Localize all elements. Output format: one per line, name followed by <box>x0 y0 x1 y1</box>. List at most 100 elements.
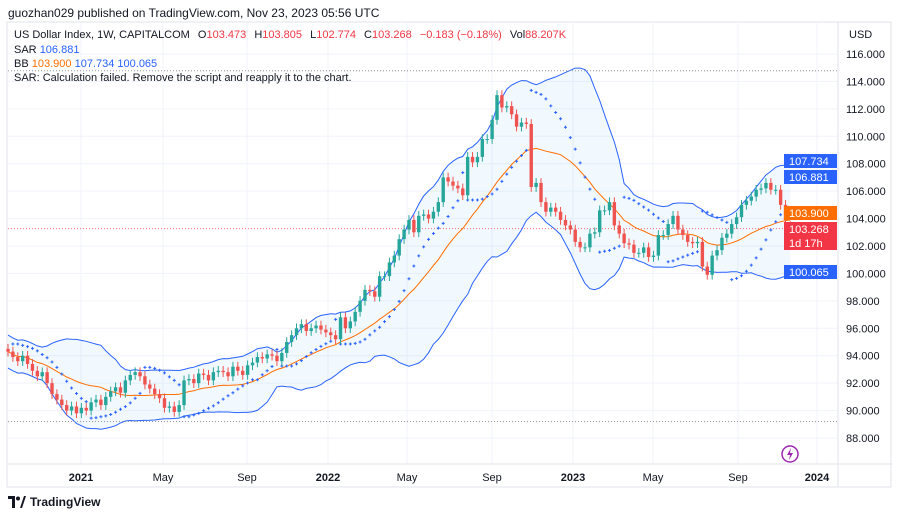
candle-body[interactable] <box>162 398 167 408</box>
candle-body[interactable] <box>686 235 690 242</box>
candle-body[interactable] <box>764 182 768 189</box>
candle-body[interactable] <box>280 352 284 362</box>
price-tag[interactable] <box>784 265 837 279</box>
candle-body[interactable] <box>40 372 44 377</box>
candle-body[interactable] <box>583 247 587 249</box>
candle-body[interactable] <box>89 402 93 411</box>
candle-body[interactable] <box>285 341 289 353</box>
candle-body[interactable] <box>451 181 455 186</box>
candle-body[interactable] <box>275 355 279 362</box>
candle-body[interactable] <box>544 202 548 212</box>
candle-body[interactable] <box>329 332 333 336</box>
candle-body[interactable] <box>627 243 631 245</box>
candle-body[interactable] <box>55 394 59 400</box>
candle-body[interactable] <box>182 380 186 406</box>
candle-body[interactable] <box>666 224 670 236</box>
candle-body[interactable] <box>661 235 665 237</box>
candle-body[interactable] <box>373 291 377 297</box>
candle-body[interactable] <box>553 207 558 212</box>
candle-body[interactable] <box>206 374 211 381</box>
candle-body[interactable] <box>50 383 54 395</box>
candle-body[interactable] <box>187 379 191 381</box>
bb-legend[interactable]: BB 103.900 107.734 100.065 <box>14 58 157 70</box>
candle-body[interactable] <box>671 215 675 225</box>
candle-body[interactable] <box>607 202 612 211</box>
candle-body[interactable] <box>754 189 758 197</box>
candle-body[interactable] <box>314 325 318 329</box>
candle-body[interactable] <box>690 241 695 244</box>
candle-body[interactable] <box>348 321 352 329</box>
candle-body[interactable] <box>148 384 152 389</box>
candle-body[interactable] <box>236 366 240 371</box>
price-tag[interactable] <box>784 170 837 184</box>
candle-body[interactable] <box>211 372 216 381</box>
candle-body[interactable] <box>333 335 338 340</box>
candle-body[interactable] <box>60 399 64 406</box>
candle-body[interactable] <box>299 324 304 329</box>
candle-body[interactable] <box>524 122 529 124</box>
candle-body[interactable] <box>637 252 641 254</box>
candle-body[interactable] <box>681 229 685 236</box>
candle-body[interactable] <box>456 185 460 189</box>
candle-body[interactable] <box>260 357 264 359</box>
candle-body[interactable] <box>128 374 132 381</box>
candle-body[interactable] <box>651 255 656 257</box>
candle-body[interactable] <box>475 156 480 163</box>
candle-body[interactable] <box>133 372 137 375</box>
candle-body[interactable] <box>495 95 499 120</box>
candle-body[interactable] <box>392 255 397 263</box>
candle-body[interactable] <box>710 255 714 275</box>
candle-body[interactable] <box>94 399 98 403</box>
candle-body[interactable] <box>700 241 705 267</box>
candle-body[interactable] <box>226 372 230 377</box>
candle-body[interactable] <box>201 373 206 375</box>
candle-body[interactable] <box>157 394 162 399</box>
candle-body[interactable] <box>309 328 313 332</box>
candle-body[interactable] <box>382 276 387 278</box>
candle-body[interactable] <box>588 233 592 248</box>
candle-body[interactable] <box>113 387 118 392</box>
price-tag[interactable] <box>784 154 837 168</box>
candle-body[interactable] <box>84 407 88 411</box>
candle-body[interactable] <box>197 373 201 384</box>
candle-body[interactable] <box>387 262 392 277</box>
currency-label[interactable]: USD <box>849 29 873 41</box>
candle-body[interactable] <box>573 229 577 242</box>
candle-body[interactable] <box>705 266 709 275</box>
candle-body[interactable] <box>412 219 416 233</box>
candle-body[interactable] <box>568 225 573 230</box>
candle-body[interactable] <box>759 188 763 190</box>
candle-body[interactable] <box>35 370 40 377</box>
candle-body[interactable] <box>602 210 607 212</box>
candle-body[interactable] <box>377 276 382 297</box>
candle-body[interactable] <box>192 379 196 384</box>
candle-body[interactable] <box>676 215 680 230</box>
candle-body[interactable] <box>519 122 524 127</box>
candle-body[interactable] <box>407 219 411 230</box>
candle-body[interactable] <box>79 407 84 414</box>
candle-body[interactable] <box>16 357 20 362</box>
candle-body[interactable] <box>505 106 509 108</box>
candle-body[interactable] <box>446 177 450 182</box>
candle-body[interactable] <box>397 239 401 256</box>
candle-body[interactable] <box>255 357 260 363</box>
candle-body[interactable] <box>153 388 157 395</box>
candle-body[interactable] <box>143 376 147 385</box>
candle-body[interactable] <box>6 348 10 352</box>
candle-body[interactable] <box>549 207 553 212</box>
candle-body[interactable] <box>642 247 646 253</box>
candle-body[interactable] <box>177 405 181 412</box>
candle-body[interactable] <box>470 156 475 163</box>
candle-body[interactable] <box>421 214 426 216</box>
symbol-title[interactable]: US Dollar Index, 1W, CAPITALCOM <box>14 29 190 41</box>
candle-body[interactable] <box>578 241 582 248</box>
candle-body[interactable] <box>431 211 436 219</box>
candle-body[interactable] <box>108 391 113 397</box>
candle-body[interactable] <box>734 217 739 225</box>
candle-body[interactable] <box>319 325 323 330</box>
candle-body[interactable] <box>622 233 626 244</box>
candle-body[interactable] <box>231 366 235 377</box>
candle-body[interactable] <box>45 372 49 384</box>
candle-body[interactable] <box>774 189 778 191</box>
